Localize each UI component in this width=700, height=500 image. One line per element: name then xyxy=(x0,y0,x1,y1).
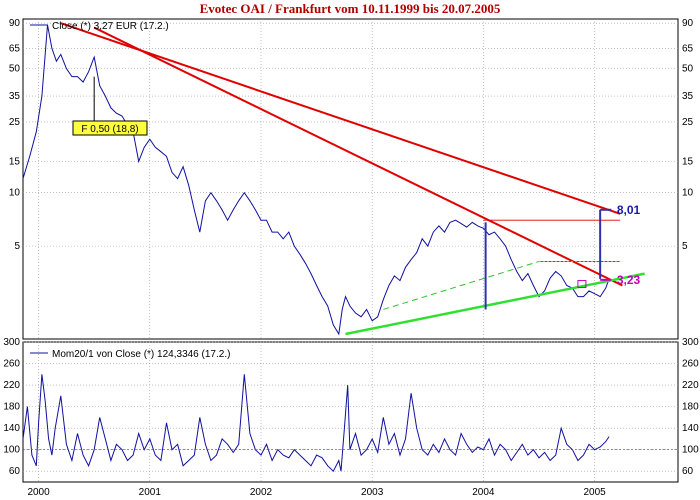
price-tick-label-right: 15 xyxy=(682,156,694,167)
price-panel-frame xyxy=(22,18,679,340)
momentum-axis-ticks: 60 60 100 100 140 140 180 180 220 220 260 260 300 300 xyxy=(3,337,699,477)
price-tick-label-left: 25 xyxy=(9,117,21,128)
momentum-legend-label: Mom20/1 von Close (*) 124,3346 (17.2.) xyxy=(52,349,230,360)
momentum-tick-label-right: 140 xyxy=(682,423,699,434)
momentum-legend: Mom20/1 von Close (*) 124,3346 (17.2.) xyxy=(30,349,230,360)
momentum-grid xyxy=(23,341,678,482)
price-tick-label-left: 50 xyxy=(9,64,21,75)
x-tick-label: 2002 xyxy=(250,487,273,498)
price-tick-label-right: 65 xyxy=(682,43,694,54)
fibonacci-box xyxy=(72,120,148,136)
momentum-tick-label-right: 180 xyxy=(682,402,699,413)
momentum-tick-label-right: 260 xyxy=(682,359,699,370)
price-tick-label-left: 90 xyxy=(9,18,21,29)
price-axis-ticks: 5 5 10 10 15 15 25 25 35 35 50 50 65 65 90 90 xyxy=(9,18,694,252)
price-tick-label-left: 35 xyxy=(9,91,21,102)
dashed-trend-line xyxy=(383,260,540,310)
x-tick-label: 2000 xyxy=(27,487,50,498)
price-legend: Close (*) 3,27 EUR (17.2.) xyxy=(30,21,169,32)
momentum-tick-label-left: 220 xyxy=(3,380,20,391)
chart-title: Evotec OAI / Frankfurt vom 10.11.1999 bi… xyxy=(200,1,501,16)
momentum-tick-label-right: 220 xyxy=(682,380,699,391)
marker-box xyxy=(577,280,587,289)
x-tick-label: 2003 xyxy=(361,487,384,498)
momentum-tick-label-left: 300 xyxy=(3,337,20,348)
price-tick-label-right: 10 xyxy=(682,188,694,199)
price-tick-label-right: 50 xyxy=(682,64,694,75)
price-legend-label: Close (*) 3,27 EUR (17.2.) xyxy=(52,21,169,32)
fibonacci-label: F 0,50 (18,8) xyxy=(81,124,138,135)
momentum-tick-label-left: 100 xyxy=(3,445,20,456)
price-tick-label-right: 35 xyxy=(682,91,694,102)
price-annotations: 8,01 3,23 F 0,50 (18,8) xyxy=(60,22,645,336)
price-tick-label-right: 25 xyxy=(682,117,694,128)
x-tick-label: 2005 xyxy=(583,487,606,498)
momentum-series xyxy=(22,374,678,473)
x-axis: 2000 2001 2002 2003 2004 2005 xyxy=(27,487,606,498)
momentum-tick-label-left: 140 xyxy=(3,423,20,434)
trend-line-lower xyxy=(93,26,623,287)
price-tick-label-left: 5 xyxy=(14,241,20,252)
target-label-upper: 8,01 xyxy=(617,203,641,217)
momentum-tick-label-right: 300 xyxy=(682,337,699,348)
momentum-tick-label-left: 60 xyxy=(9,466,21,477)
trend-line-upper xyxy=(60,22,621,215)
x-tick-label: 2004 xyxy=(472,487,495,498)
price-tick-label-left: 10 xyxy=(9,188,21,199)
momentum-tick-label-right: 100 xyxy=(682,445,699,456)
momentum-tick-label-left: 180 xyxy=(3,402,20,413)
momentum-tick-label-left: 260 xyxy=(3,359,20,370)
price-series xyxy=(22,24,610,336)
support-line xyxy=(345,272,645,336)
price-tick-label-right: 90 xyxy=(682,18,694,29)
price-tick-label-left: 15 xyxy=(9,156,21,167)
momentum-tick-label-right: 60 xyxy=(682,466,694,477)
target-label-lower: 3,23 xyxy=(617,273,641,287)
price-tick-label-left: 65 xyxy=(9,43,21,54)
price-close-line xyxy=(22,24,610,336)
x-tick-label: 2001 xyxy=(139,487,162,498)
price-tick-label-right: 5 xyxy=(682,241,688,252)
